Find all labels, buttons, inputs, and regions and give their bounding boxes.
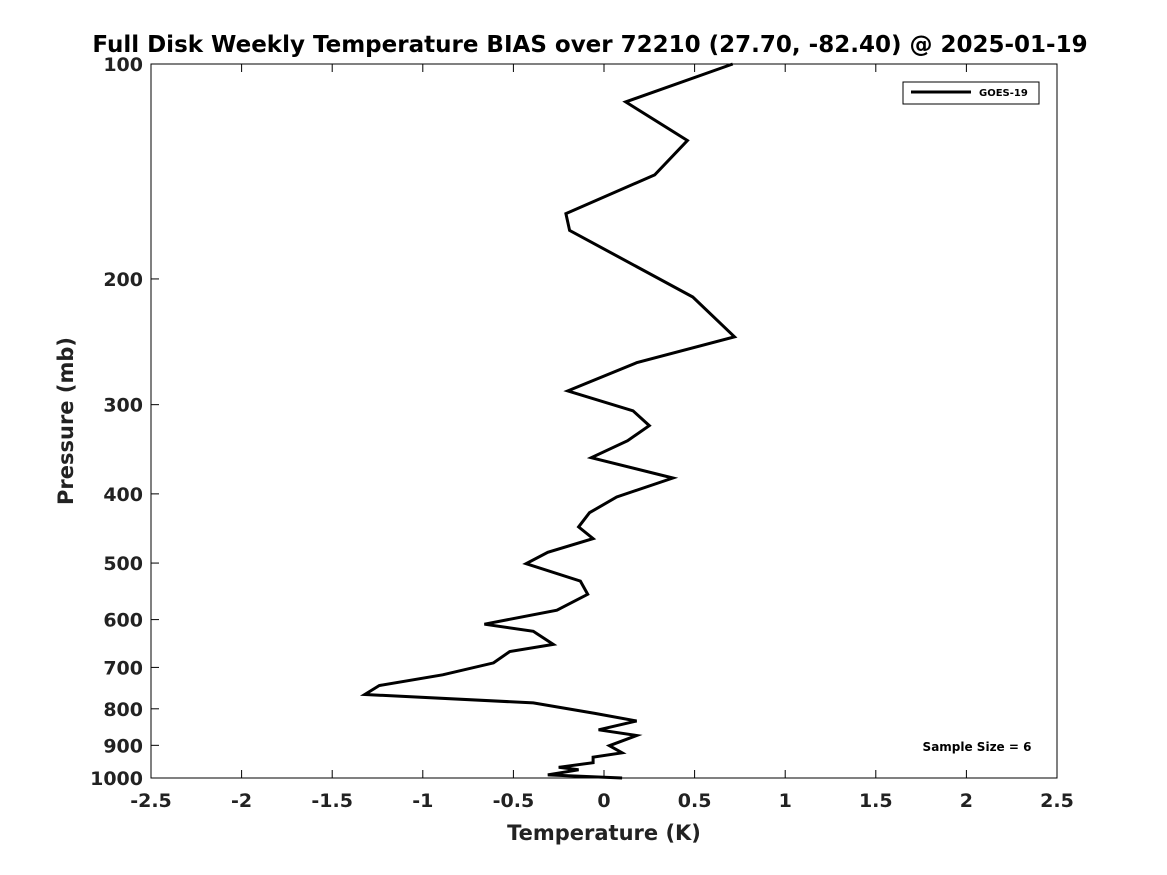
x-tick-label: -1.5 — [311, 790, 353, 812]
plot-frame — [150, 63, 1058, 779]
y-tick-label: 800 — [103, 699, 143, 721]
x-tick-label: -0.5 — [493, 790, 535, 812]
y-axis-title: Pressure (mb) — [54, 337, 78, 505]
x-tick-label: 1 — [779, 790, 792, 812]
y-tick-label: 700 — [103, 657, 143, 679]
x-tick-label: 2.5 — [1040, 790, 1074, 812]
y-tick-label: 100 — [103, 54, 143, 76]
x-tick-label: -1 — [412, 790, 433, 812]
x-tick-label: -2 — [231, 790, 252, 812]
y-tick-label: 200 — [103, 269, 143, 291]
y-tick-label: 500 — [103, 553, 143, 575]
y-tick-label: 900 — [103, 735, 143, 757]
sample-size-annotation: Sample Size = 6 — [923, 740, 1032, 754]
y-tick-label: 300 — [103, 395, 143, 417]
y-tick-label: 400 — [103, 484, 143, 506]
legend: GOES-19 — [902, 81, 1040, 105]
y-axis-ticks: 100 200 300 400 500 600 700 800 900 1000 — [90, 54, 159, 790]
x-tick-label: 0 — [597, 790, 610, 812]
x-axis-title: Temperature (K) — [507, 821, 701, 845]
x-tick-label: -2.5 — [130, 790, 172, 812]
x-tick-label: 1.5 — [859, 790, 893, 812]
x-tick-label: 0.5 — [678, 790, 712, 812]
y-tick-label: 600 — [103, 610, 143, 632]
series-layer — [359, 62, 738, 780]
x-tick-label: 2 — [960, 790, 973, 812]
legend-label-goes-19: GOES-19 — [979, 88, 1028, 99]
y-tick-label: 1000 — [90, 768, 143, 790]
chart-title: Full Disk Weekly Temperature BIAS over 7… — [92, 32, 1087, 58]
series-line-goes-19 — [359, 62, 738, 780]
x-axis-ticks: -2.5 -2 -1.5 -1 -0.5 0 0.5 1 1.5 2 2.5 — [130, 64, 1074, 812]
